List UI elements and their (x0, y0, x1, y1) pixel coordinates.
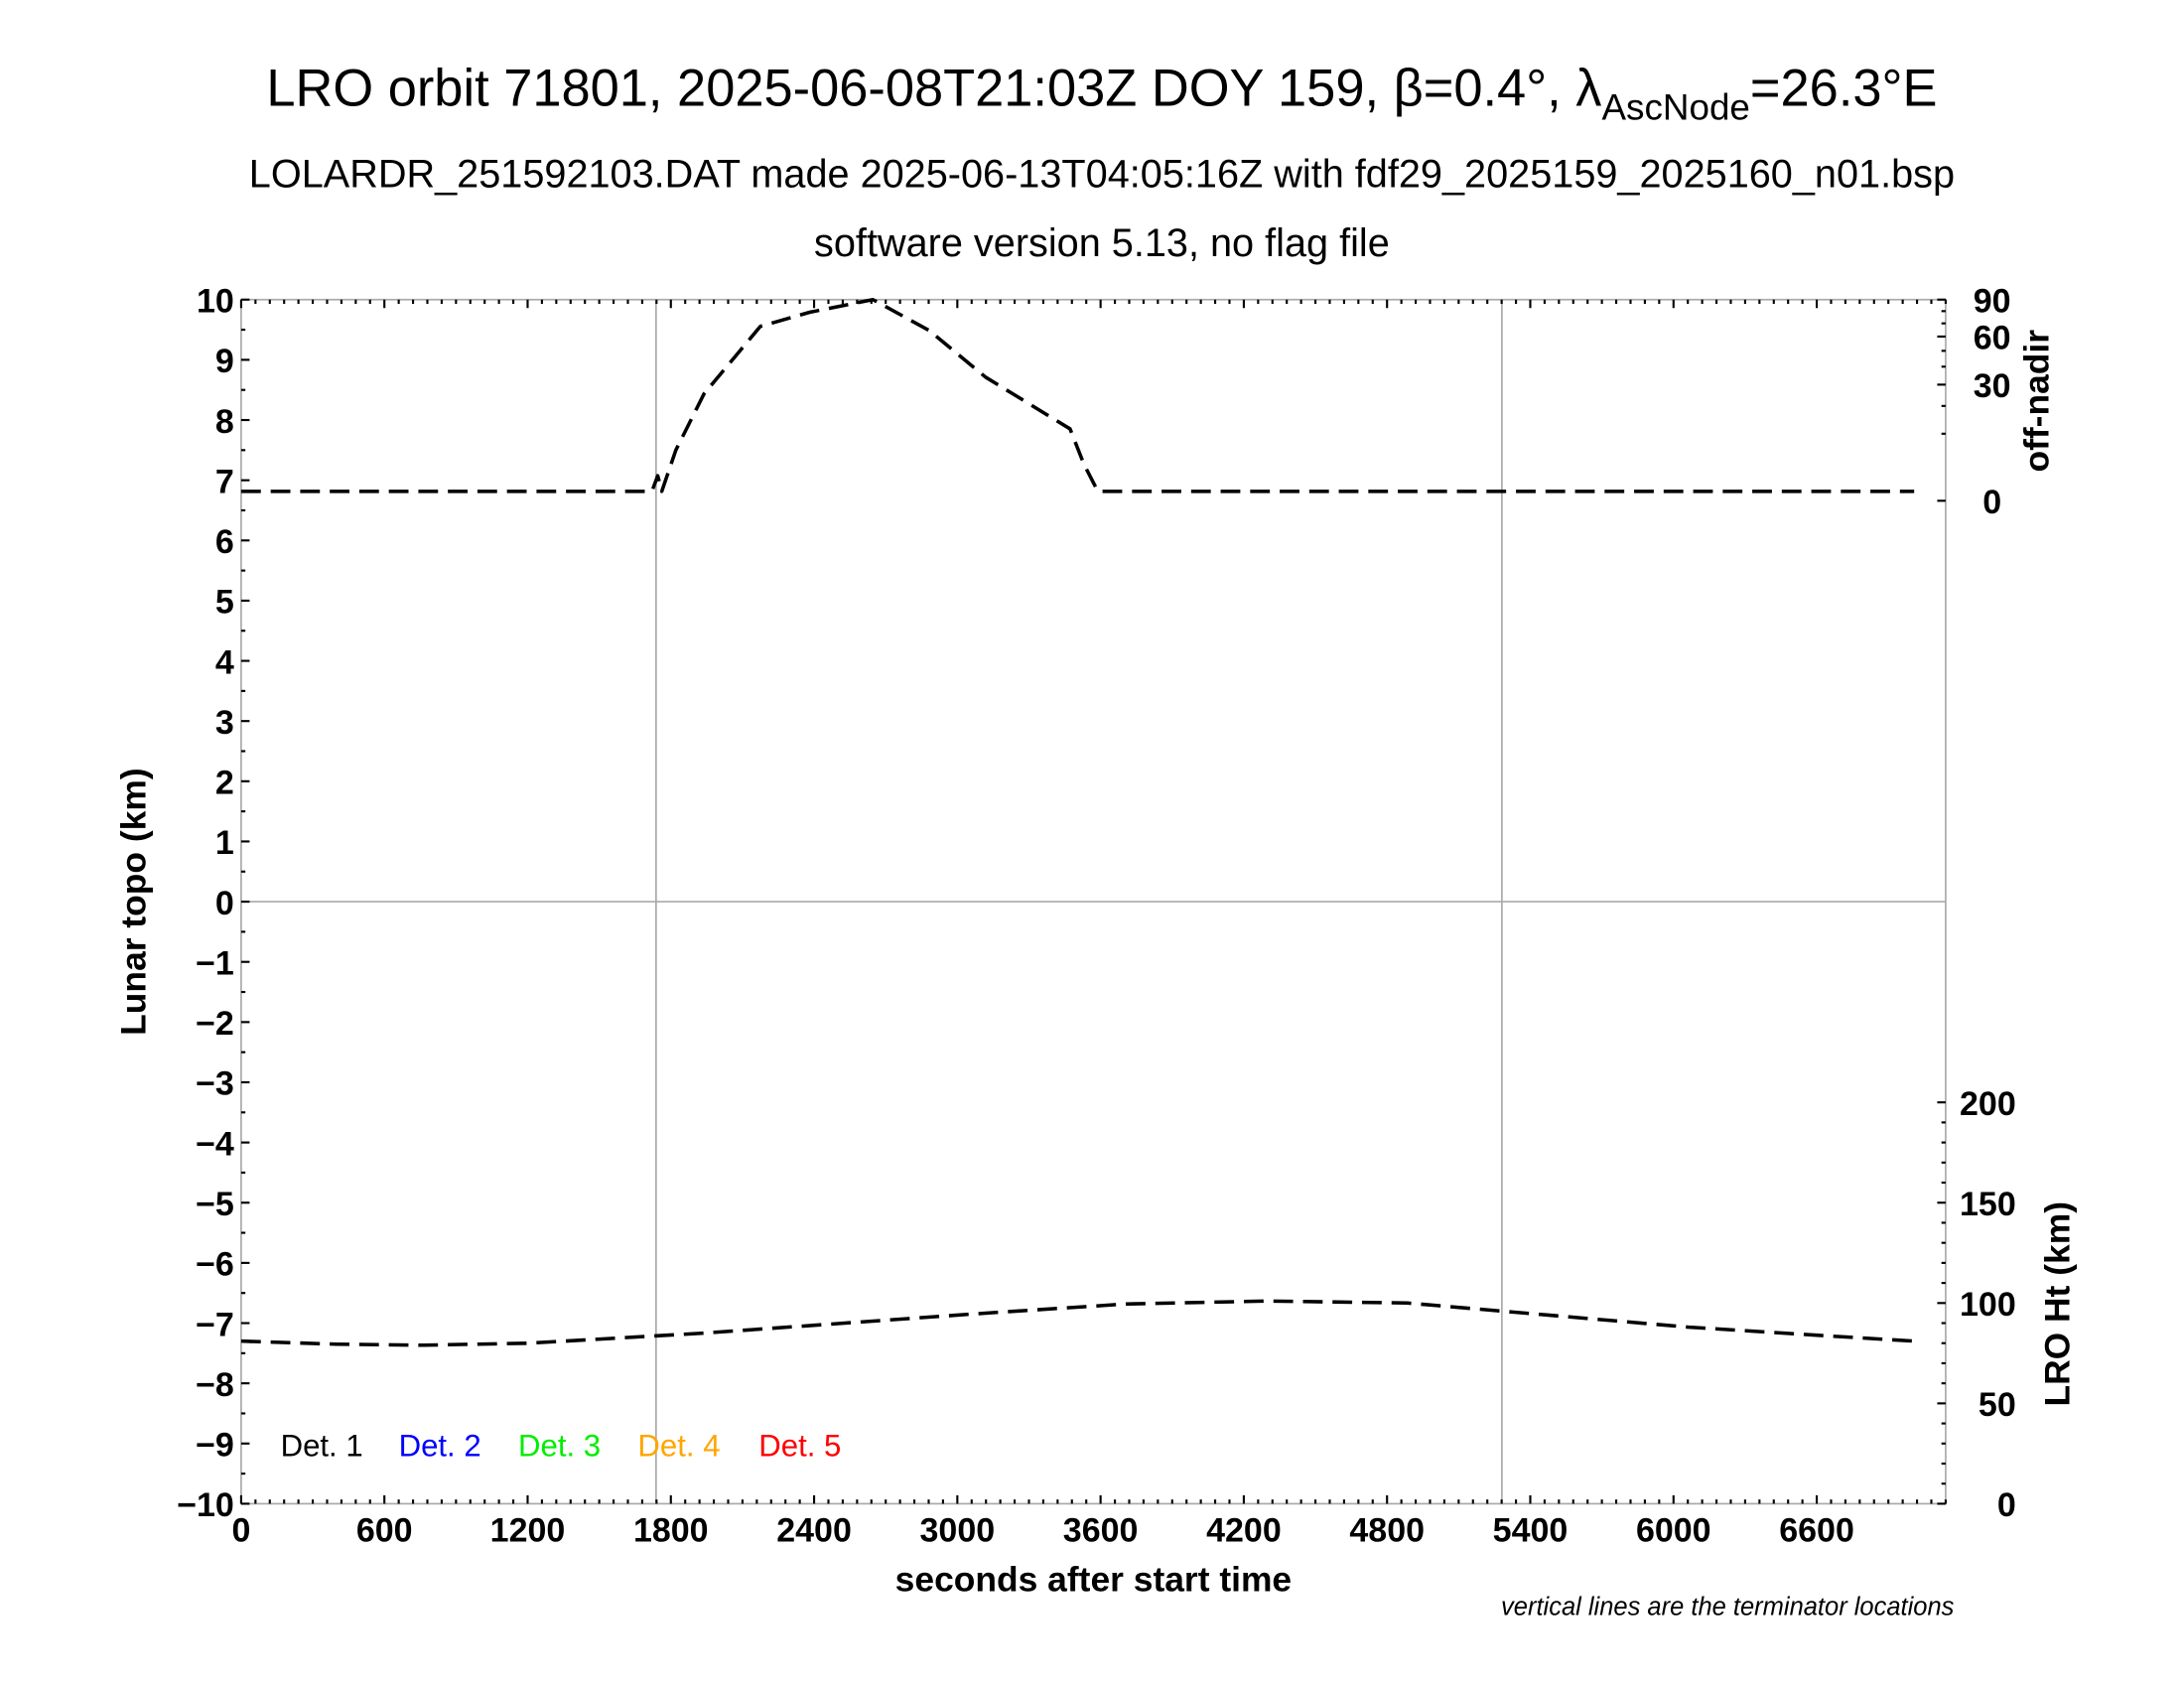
x-tick-label: 1800 (633, 1512, 709, 1550)
off-nadir-series (240, 297, 1915, 493)
off-nadir-tick-label: 30 (1974, 367, 2011, 405)
x-tick-label: 2400 (776, 1512, 852, 1550)
y-tick-label: 9 (215, 343, 234, 380)
altitude-series (240, 1299, 1915, 1347)
legend-entry: Det. 2 (399, 1428, 481, 1463)
y-tick-label: −1 (196, 944, 234, 982)
alt-tick-label: 150 (1960, 1186, 2016, 1223)
off-nadir-tick-label: 90 (1974, 283, 2011, 321)
y-tick-label: −2 (196, 1005, 234, 1043)
y-tick-label: 0 (215, 885, 234, 922)
y-tick-label: −7 (196, 1306, 234, 1343)
x-tick-label: 4200 (1206, 1512, 1282, 1550)
y-tick-label: 2 (215, 765, 234, 802)
alt-tick-label: 50 (1979, 1386, 2016, 1424)
x-tick-label: 4800 (1349, 1512, 1425, 1550)
alt-axis-label: LRO Ht (km) (2038, 1201, 2078, 1407)
y-tick-label: −9 (196, 1427, 234, 1465)
legend-entry: Det. 1 (281, 1428, 363, 1463)
legend-entry: Det. 4 (637, 1428, 720, 1463)
x-tick-label: 1200 (490, 1512, 566, 1550)
y-tick-label: 10 (197, 283, 234, 321)
y-tick-label: 5 (215, 584, 234, 622)
alt-tick-label: 0 (1997, 1486, 2016, 1524)
y-tick-label: 7 (215, 463, 234, 500)
x-tick-label: 6000 (1636, 1512, 1711, 1550)
legend-entry: Det. 3 (518, 1428, 601, 1463)
x-tick-label: 6600 (1779, 1512, 1854, 1550)
chart-subtitle: LOLARDR_251592103.DAT made 2025-06-13T04… (249, 152, 1955, 196)
off-nadir-tick-label: 60 (1974, 320, 2011, 357)
y-tick-label: −3 (196, 1065, 234, 1103)
x-tick-label: 3600 (1063, 1512, 1139, 1550)
y-tick-label: −8 (196, 1366, 234, 1404)
x-tick-label: 0 (231, 1512, 250, 1550)
x-tick-label: 600 (356, 1512, 413, 1550)
alt-tick-label: 200 (1960, 1085, 2016, 1123)
legend-entry: Det. 5 (758, 1428, 841, 1463)
off-nadir-axis-label: off-nadir (2016, 330, 2056, 473)
y-tick-label: 8 (215, 403, 234, 441)
x-axis-label: seconds after start time (895, 1559, 1292, 1599)
alt-tick-label: 100 (1960, 1286, 2016, 1324)
x-tick-label: 3000 (920, 1512, 996, 1550)
y-tick-label: 3 (215, 704, 234, 742)
off-nadir-tick-label: 0 (1982, 484, 2001, 521)
y-tick-label: 4 (215, 643, 234, 681)
y-tick-label: −4 (196, 1125, 234, 1163)
y-tick-label: 6 (215, 523, 234, 561)
y-tick-label: −10 (177, 1486, 234, 1524)
y-tick-label: −6 (196, 1246, 234, 1284)
x-tick-label: 5400 (1493, 1512, 1569, 1550)
footnote: vertical lines are the terminator locati… (1501, 1593, 1955, 1620)
chart-title: LRO orbit 71801, 2025-06-08T21:03Z DOY 1… (266, 60, 1937, 127)
y-tick-label: −5 (196, 1186, 234, 1223)
chart-subtitle-2: software version 5.13, no flag file (814, 221, 1390, 265)
left-axis-label: Lunar topo (km) (114, 768, 154, 1035)
y-tick-label: 1 (215, 824, 234, 862)
